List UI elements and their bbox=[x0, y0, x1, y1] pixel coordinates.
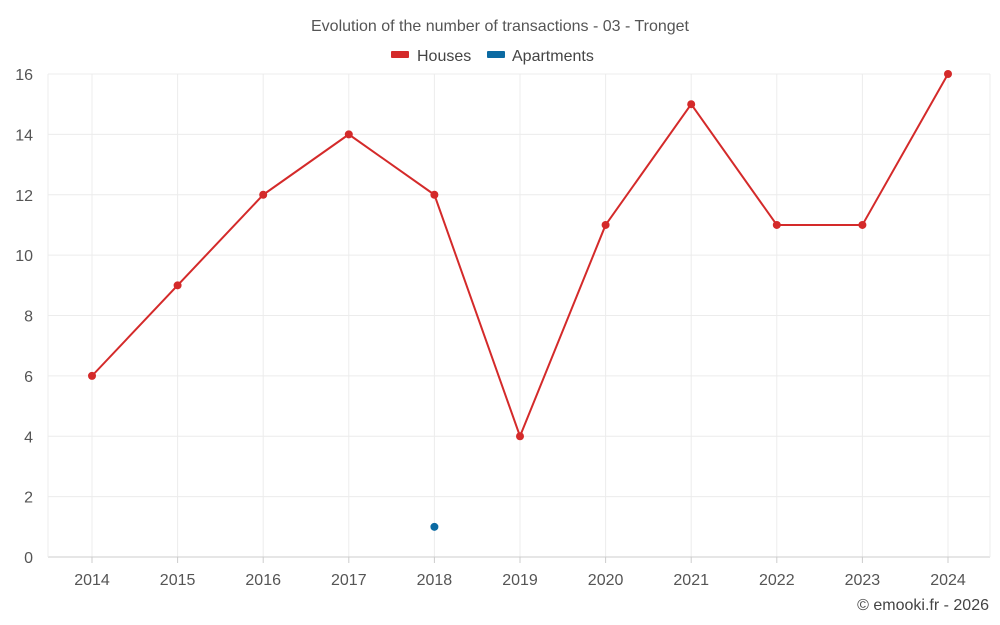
legend: Houses Apartments bbox=[391, 48, 594, 65]
data-point-houses[interactable] bbox=[944, 70, 952, 78]
gridlines bbox=[47, 73, 991, 558]
legend-swatch-apartments[interactable] bbox=[487, 51, 505, 58]
x-axis: 2014 2015 2016 2017 2018 2019 2020 2021 2022 2023… bbox=[74, 557, 966, 589]
data-point-houses[interactable] bbox=[601, 220, 610, 229]
data-point-houses[interactable] bbox=[259, 190, 268, 199]
data-point-houses[interactable] bbox=[687, 100, 696, 109]
y-tick-label: 0 bbox=[24, 550, 33, 567]
data-point-houses[interactable] bbox=[88, 371, 96, 380]
data-point-houses[interactable] bbox=[772, 220, 781, 229]
y-axis: 0 2 4 6 8 10 12 14 16 bbox=[15, 67, 33, 567]
y-tick-label: 14 bbox=[15, 127, 33, 144]
x-tick-label: 2020 bbox=[588, 572, 624, 589]
y-tick-label: 8 bbox=[24, 309, 33, 326]
data-point-houses[interactable] bbox=[430, 190, 439, 199]
data-point-houses[interactable] bbox=[858, 220, 867, 229]
data-point-houses[interactable] bbox=[344, 130, 353, 139]
y-tick-label: 2 bbox=[24, 490, 33, 507]
y-tick-label: 4 bbox=[24, 429, 33, 446]
legend-swatch-houses[interactable] bbox=[391, 51, 409, 58]
x-tick-label: 2014 bbox=[74, 572, 110, 589]
x-tick-label: 2017 bbox=[331, 572, 367, 589]
x-tick-label: 2023 bbox=[845, 572, 881, 589]
x-tick-label: 2022 bbox=[759, 572, 795, 589]
x-tick-label: 2015 bbox=[160, 572, 196, 589]
x-tick-label: 2021 bbox=[673, 572, 709, 589]
y-tick-label: 6 bbox=[24, 369, 33, 386]
data-point-apartments[interactable] bbox=[430, 522, 439, 531]
data-point-houses[interactable] bbox=[516, 432, 524, 441]
chart-title: Evolution of the number of transactions … bbox=[311, 18, 690, 35]
y-tick-label: 16 bbox=[15, 67, 33, 84]
series-houses bbox=[88, 70, 952, 441]
data-point-houses[interactable] bbox=[173, 281, 182, 290]
credit-text: © emooki.fr - 2026 bbox=[857, 597, 989, 614]
y-tick-label: 12 bbox=[15, 188, 33, 205]
series-apartments bbox=[430, 522, 439, 531]
x-tick-label: 2024 bbox=[930, 572, 966, 589]
series-layer bbox=[88, 70, 952, 531]
legend-label-apartments[interactable]: Apartments bbox=[512, 48, 594, 65]
x-tick-label: 2018 bbox=[417, 572, 453, 589]
legend-label-houses[interactable]: Houses bbox=[417, 48, 471, 65]
y-tick-label: 10 bbox=[15, 248, 33, 265]
x-tick-label: 2016 bbox=[245, 572, 281, 589]
x-tick-label: 2019 bbox=[502, 572, 538, 589]
